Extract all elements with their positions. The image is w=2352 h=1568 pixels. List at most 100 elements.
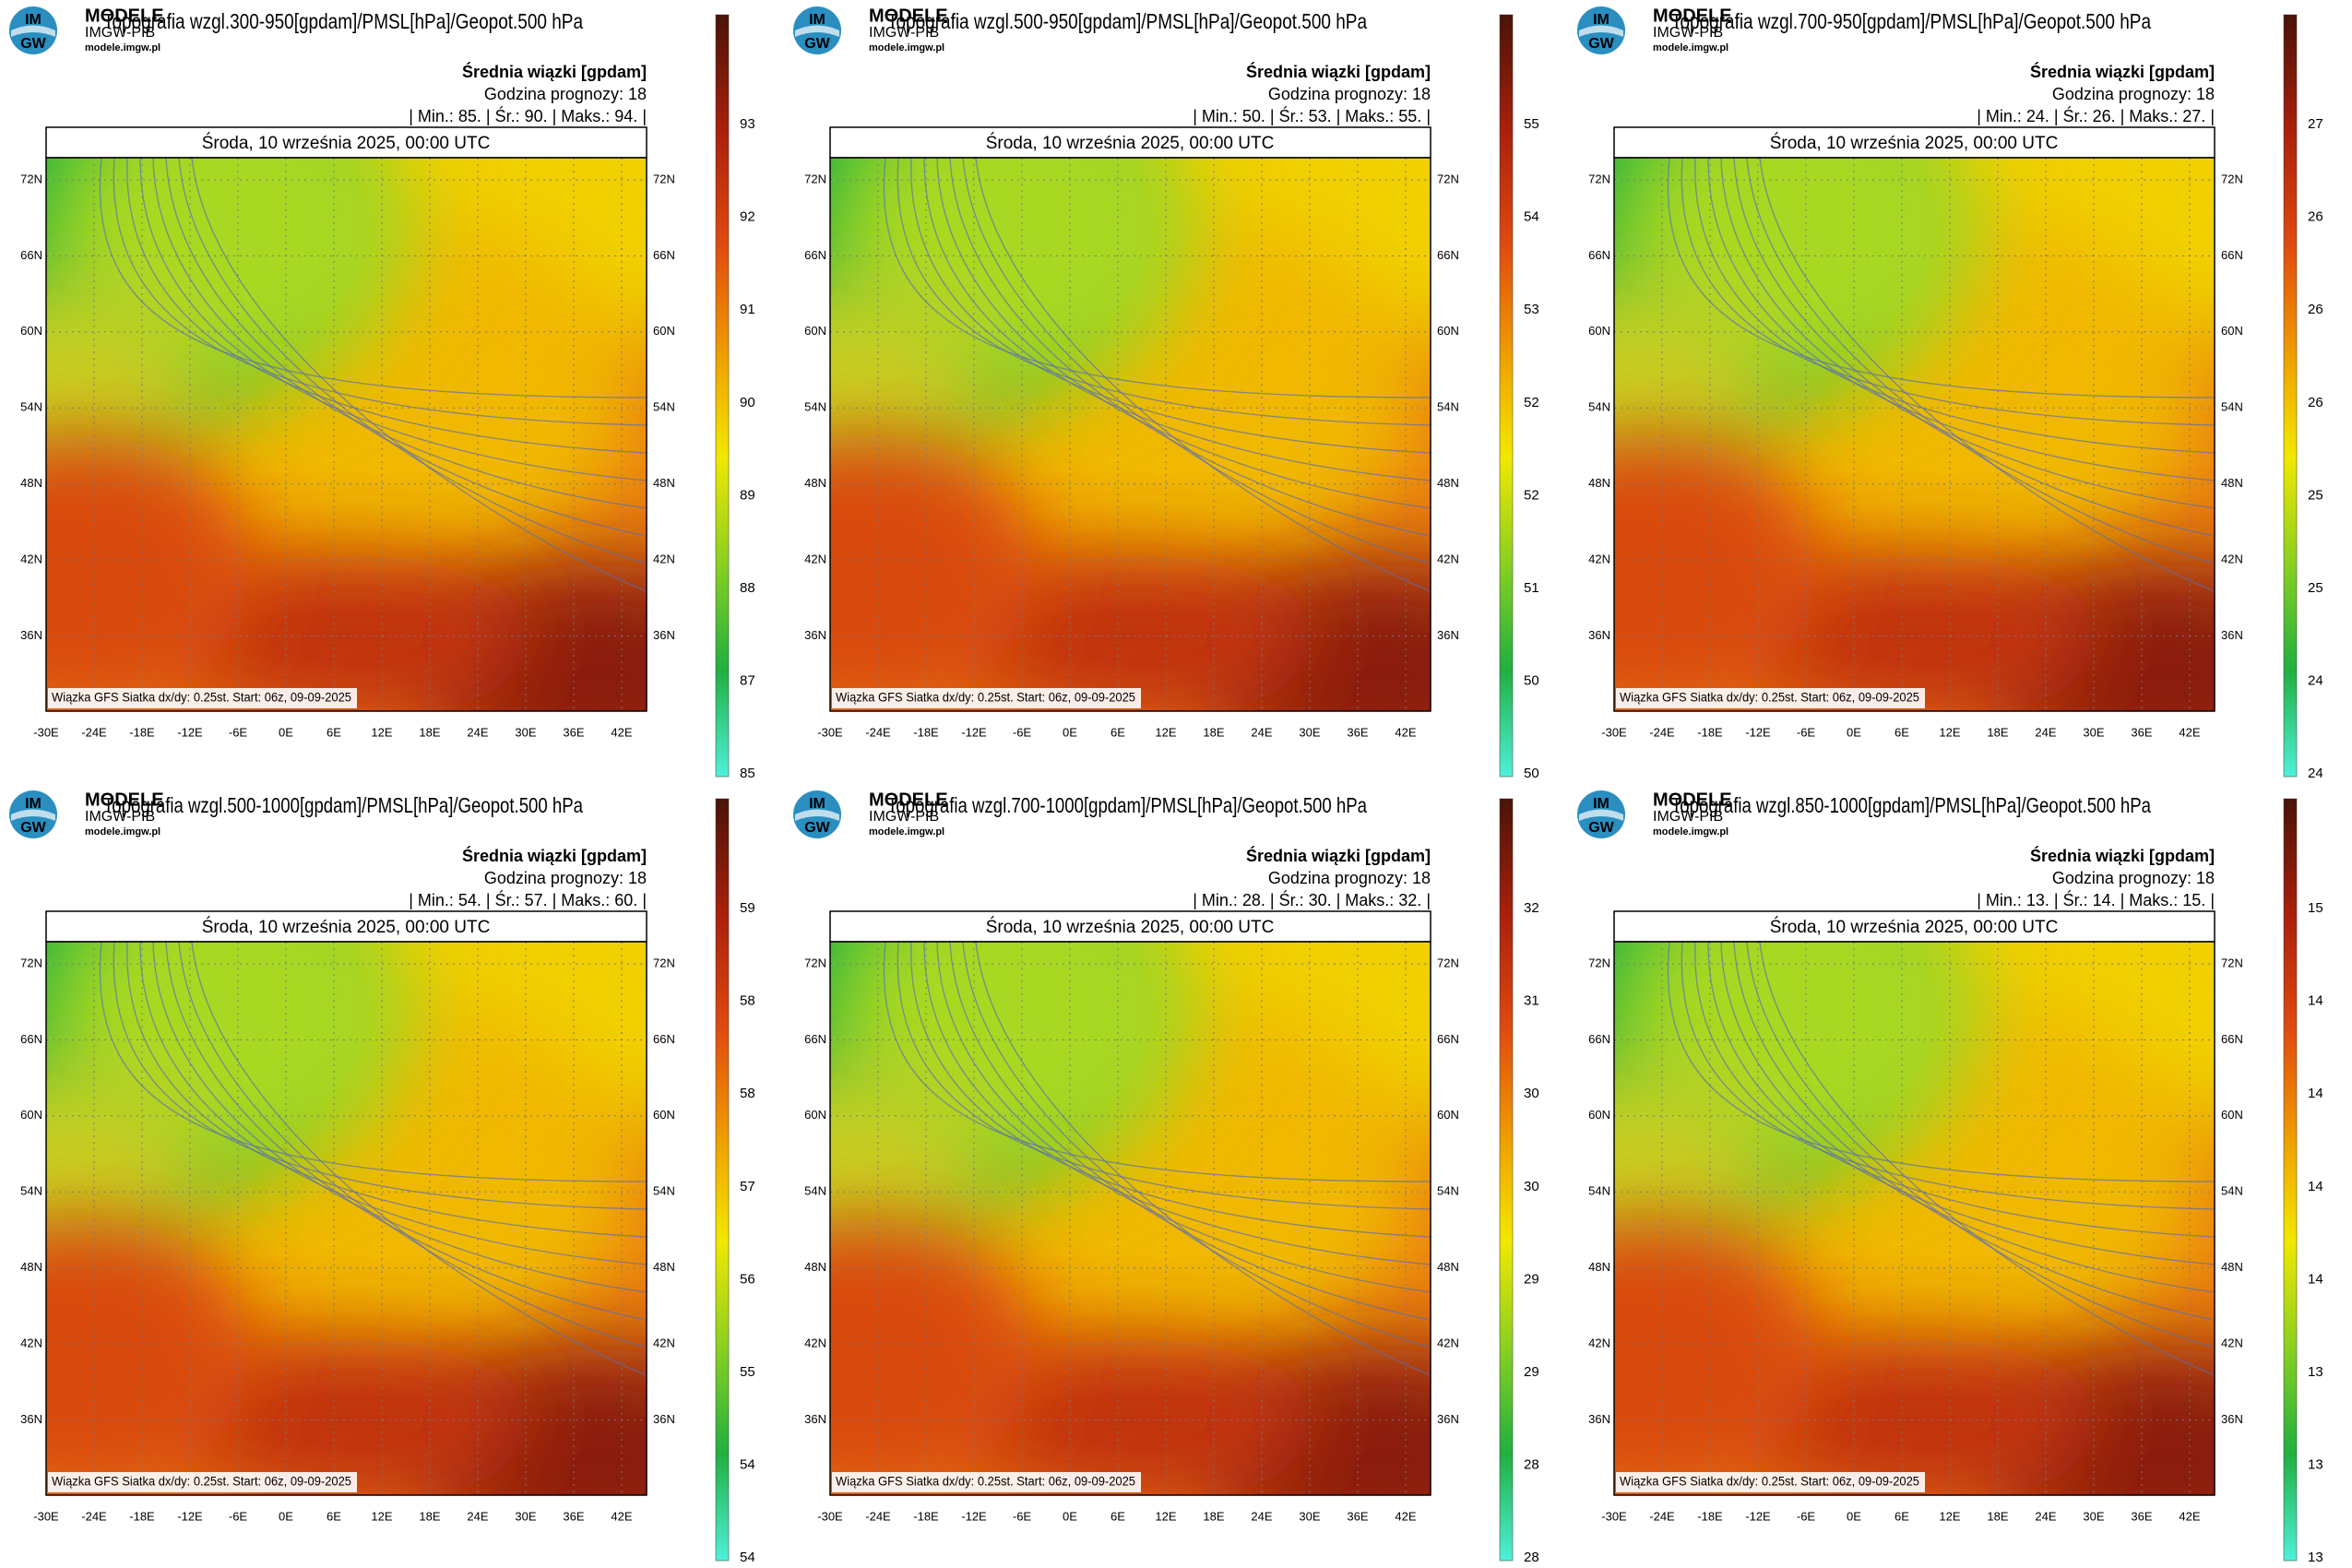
- colorbar-label: 54: [740, 1457, 755, 1473]
- lon-label: -18E: [913, 1509, 939, 1523]
- logo-wave: [795, 809, 839, 821]
- isobar: [949, 942, 1431, 1321]
- lon-label: 6E: [1111, 1509, 1125, 1523]
- lon-label: 30E: [515, 1509, 536, 1523]
- lat-label: 42N: [2221, 552, 2243, 565]
- logo-wave: [1579, 25, 1623, 37]
- footer-box: [48, 688, 357, 708]
- lat-label: 72N: [20, 172, 42, 185]
- colorbar-label: 52: [1524, 395, 1539, 410]
- lat-label: 72N: [653, 956, 675, 969]
- brand-org: IMGW-PIB: [1653, 25, 1723, 41]
- lat-label: 72N: [20, 956, 42, 969]
- legend-title: Średnia wiązki [gpdam]: [462, 846, 647, 865]
- colorbar-label: 26: [2308, 209, 2323, 225]
- footer-box: [1616, 688, 1925, 708]
- map-frame: [829, 941, 1431, 1496]
- legend-title: Średnia wiązki [gpdam]: [1246, 62, 1431, 81]
- isobar: [178, 942, 647, 1348]
- lat-label: 42N: [1437, 552, 1459, 565]
- isobar: [1746, 942, 2215, 1348]
- colorbar-label: 88: [740, 580, 755, 596]
- lon-label: -30E: [33, 725, 59, 739]
- lat-label: 60N: [1437, 324, 1459, 338]
- lat-label: 48N: [1437, 1260, 1459, 1274]
- lat-label: 60N: [1588, 1108, 1610, 1122]
- colorbar-label: 59: [740, 900, 755, 916]
- isobar: [191, 942, 647, 1376]
- map: Wiązka GFS Siatka dx/dy: 0.25st. Start: …: [1613, 941, 2215, 1496]
- lon-label: -30E: [817, 725, 843, 739]
- lat-label: 36N: [20, 1412, 42, 1426]
- field-blob: [950, 554, 1319, 711]
- lat-label: 66N: [1437, 1032, 1459, 1046]
- colorbar: [715, 798, 730, 1562]
- colorbar-label: 14: [2308, 1086, 2323, 1101]
- lon-label: 0E: [1847, 725, 1861, 739]
- lon-label: 24E: [2035, 1509, 2056, 1523]
- footer: Wiązka GFS Siatka dx/dy: 0.25st. Start: …: [1620, 690, 1919, 705]
- colorbar-label: 50: [1524, 673, 1539, 689]
- map-frame: [1613, 941, 2215, 1496]
- lat-label: 36N: [1437, 1412, 1459, 1426]
- lon-label: -6E: [1013, 1509, 1032, 1523]
- lat-label: 72N: [1437, 956, 1459, 969]
- colorbar-label: 24: [2308, 766, 2323, 781]
- lon-label: -18E: [1697, 725, 1723, 739]
- map: Wiązka GFS Siatka dx/dy: 0.25st. Start: …: [829, 941, 1431, 1496]
- lat-label: 36N: [2221, 1412, 2243, 1426]
- brand-name: MODELE: [869, 790, 948, 810]
- lat-label: 42N: [804, 552, 826, 565]
- date: Środa, 10 września 2025, 00:00 UTC: [1770, 917, 2059, 937]
- brand-url: modele.imgw.pl: [869, 826, 944, 837]
- logo-text: IM: [1593, 796, 1610, 812]
- lon-label: 36E: [563, 725, 584, 739]
- colorbar-label: 13: [2308, 1457, 2323, 1473]
- field-blob: [166, 554, 535, 711]
- isobar: [975, 158, 1431, 592]
- lat-label: 48N: [1437, 476, 1459, 490]
- lon-label: -12E: [961, 1509, 987, 1523]
- logo-wave: [795, 25, 839, 37]
- lat-label: 48N: [653, 1260, 675, 1274]
- lon-label: -18E: [913, 725, 939, 739]
- logo-text: GW: [804, 820, 830, 836]
- lat-label: 66N: [1588, 1032, 1610, 1046]
- lat-label: 48N: [804, 476, 826, 490]
- lon-label: -24E: [1649, 725, 1675, 739]
- lon-label: 42E: [1395, 1509, 1416, 1523]
- panel-title: Topografia wzgl.850-1000[gpdam]/PMSL[hPa…: [1671, 793, 2151, 817]
- colorbar-label: 58: [740, 1086, 755, 1101]
- lat-label: 66N: [1437, 248, 1459, 262]
- map-field: [46, 158, 647, 711]
- lat-label: 60N: [804, 1108, 826, 1122]
- map-field: [1614, 942, 2215, 1495]
- forecast-hour: Godzina prognozy: 18: [484, 85, 647, 103]
- isobar: [139, 158, 647, 481]
- isobar: [126, 158, 647, 454]
- colorbar-label: 31: [1524, 993, 1539, 1009]
- field-blob: [1614, 1218, 1817, 1495]
- footer: Wiązka GFS Siatka dx/dy: 0.25st. Start: …: [836, 1474, 1135, 1489]
- lat-label: 54N: [20, 400, 42, 414]
- lon-label: 42E: [611, 725, 632, 739]
- legend-title: Średnia wiązki [gpdam]: [1246, 846, 1431, 865]
- lon-label: -24E: [81, 725, 107, 739]
- isobar: [949, 158, 1431, 537]
- isobar: [883, 942, 1431, 1182]
- footer-box: [832, 688, 1141, 708]
- footer-box: [1616, 1472, 1925, 1492]
- lat-label: 72N: [2221, 956, 2243, 969]
- footer: Wiązka GFS Siatka dx/dy: 0.25st. Start: …: [836, 690, 1135, 705]
- isobar: [1707, 942, 2215, 1265]
- brand-org: IMGW-PIB: [85, 25, 155, 41]
- colorbar-label: 54: [740, 1550, 755, 1565]
- colorbar: [715, 14, 730, 778]
- lat-label: 48N: [20, 476, 42, 490]
- lat-label: 54N: [804, 400, 826, 414]
- colorbar-label: 55: [1524, 116, 1539, 132]
- colorbar-label: 51: [1524, 580, 1539, 596]
